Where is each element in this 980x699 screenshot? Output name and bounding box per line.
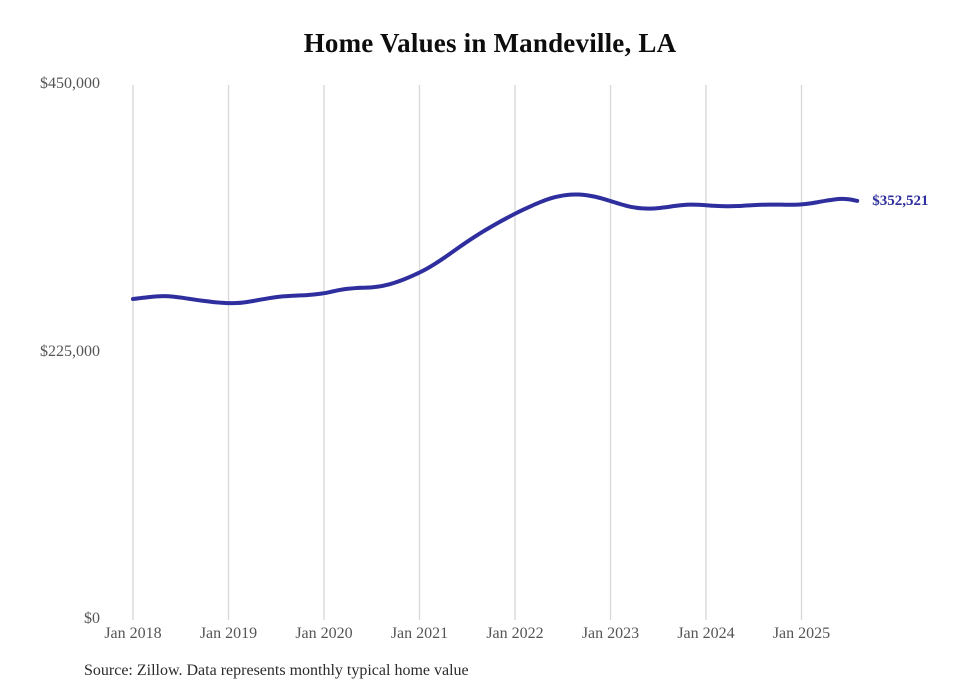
x-tick-label: Jan 2023 xyxy=(581,625,640,642)
x-tick-label: Jan 2020 xyxy=(295,625,353,642)
chart-title: Home Values in Mandeville, LA xyxy=(303,28,677,58)
x-tick-label: Jan 2024 xyxy=(677,625,735,642)
value-series-group xyxy=(131,192,860,306)
y-tick-label: $450,000 xyxy=(40,75,100,92)
y-tick-label: $225,000 xyxy=(40,342,100,360)
home-value-line xyxy=(131,192,860,306)
x-tick-label: Jan 2019 xyxy=(199,625,258,642)
x-tick-label: Jan 2021 xyxy=(390,625,449,642)
source-note: Source: Zillow. Data represents monthly … xyxy=(84,662,469,679)
x-tick-label: Jan 2022 xyxy=(486,625,544,642)
x-tick-label: Jan 2025 xyxy=(772,625,831,642)
x-gridlines xyxy=(132,85,803,620)
y-tick-label: $0 xyxy=(84,610,100,627)
end-value-label: $352,521 xyxy=(872,192,929,209)
x-tick-label: Jan 2018 xyxy=(104,625,162,642)
